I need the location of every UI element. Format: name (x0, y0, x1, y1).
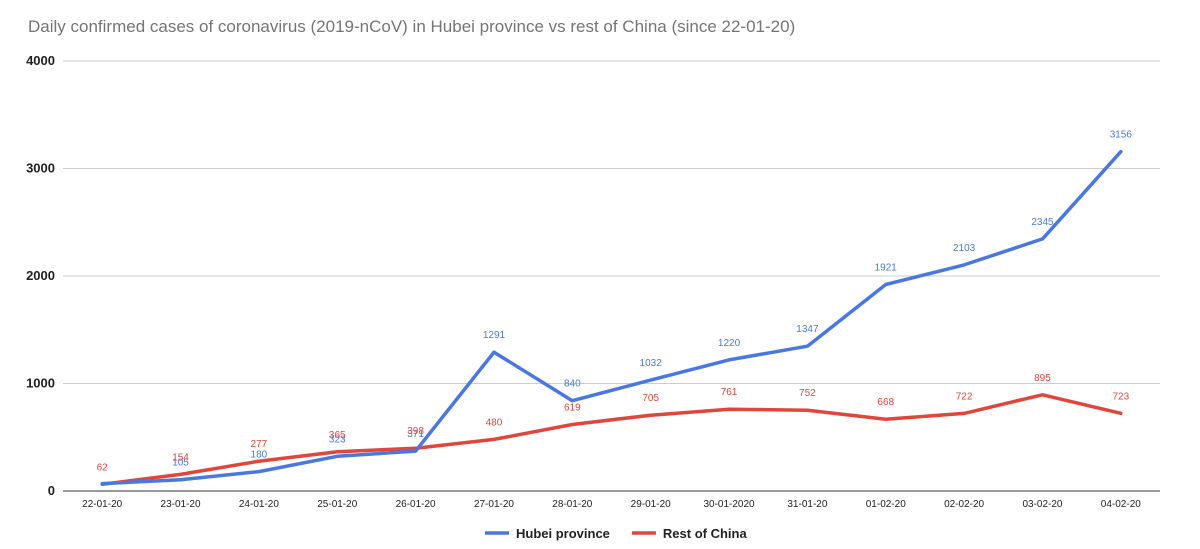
y-axis-ticks: 0 1000 2000 3000 4000 (26, 53, 55, 498)
x-tick-label: 23-01-20 (161, 499, 201, 510)
x-tick-label: 01-02-20 (866, 499, 906, 510)
x-tick-label: 30-01-2020 (703, 499, 755, 510)
data-label: 371 (407, 429, 424, 440)
data-label: 277 (251, 439, 268, 450)
x-tick-label: 02-02-20 (944, 499, 984, 510)
x-tick-label: 04-02-20 (1101, 499, 1141, 510)
x-tick-label: 25-01-20 (317, 499, 357, 510)
y-tick-label: 1000 (26, 376, 55, 391)
x-axis-ticks: 22-01-20 23-01-20 24-01-20 25-01-20 26-01-20… (82, 499, 1141, 510)
legend: Hubei province Rest of China (485, 526, 747, 541)
x-tick-label: 27-01-20 (474, 499, 514, 510)
data-label: 1220 (718, 338, 741, 349)
data-label: 752 (799, 388, 816, 399)
data-label: 3156 (1110, 130, 1133, 141)
data-label: 62 (97, 462, 109, 473)
x-tick-label: 29-01-20 (631, 499, 671, 510)
data-label: 840 (564, 379, 581, 390)
data-label: 365 (329, 430, 346, 441)
series-line-rest-of-china (100, 393, 1123, 487)
y-tick-label: 2000 (26, 268, 55, 283)
data-label: 1291 (483, 330, 506, 341)
x-tick-label: 24-01-20 (239, 499, 279, 510)
data-label: 619 (564, 402, 581, 413)
data-label: 2345 (1031, 217, 1054, 228)
data-label: 1347 (796, 324, 819, 335)
data-label: 105 (172, 458, 189, 469)
x-tick-label: 28-01-20 (552, 499, 592, 510)
y-tick-label: 3000 (26, 161, 55, 176)
data-label: 154 (172, 452, 189, 463)
data-label: 895 (1034, 373, 1051, 384)
data-label: 722 (956, 391, 973, 402)
y-tick-label: 0 (48, 483, 55, 498)
legend-label: Hubei province (516, 526, 610, 541)
x-tick-label: 22-01-20 (82, 499, 122, 510)
data-label: 398 (407, 426, 424, 437)
legend-label: Rest of China (663, 526, 748, 541)
series-line-hubei-province (100, 149, 1123, 486)
data-label: 761 (721, 387, 738, 398)
data-label: 723 (1112, 391, 1129, 402)
data-label: 705 (642, 393, 659, 404)
data-label: 668 (877, 397, 894, 408)
data-label: 1032 (640, 358, 663, 369)
data-label: 480 (486, 417, 503, 428)
x-tick-label: 03-02-20 (1022, 499, 1062, 510)
x-tick-label: 31-01-20 (787, 499, 827, 510)
data-label: 180 (251, 450, 268, 461)
gridlines (63, 60, 1160, 492)
series-lines (100, 149, 1123, 487)
chart-title: Daily confirmed cases of coronavirus (20… (28, 17, 795, 36)
x-tick-label: 26-01-20 (396, 499, 436, 510)
data-label: 2103 (953, 243, 976, 254)
data-labels: 105 180 323 371 1291 840 1032 1220 1347 1921 2103 2… (97, 130, 1133, 474)
data-label: 323 (329, 434, 346, 445)
y-tick-label: 4000 (26, 53, 55, 68)
data-label: 1921 (875, 262, 898, 273)
